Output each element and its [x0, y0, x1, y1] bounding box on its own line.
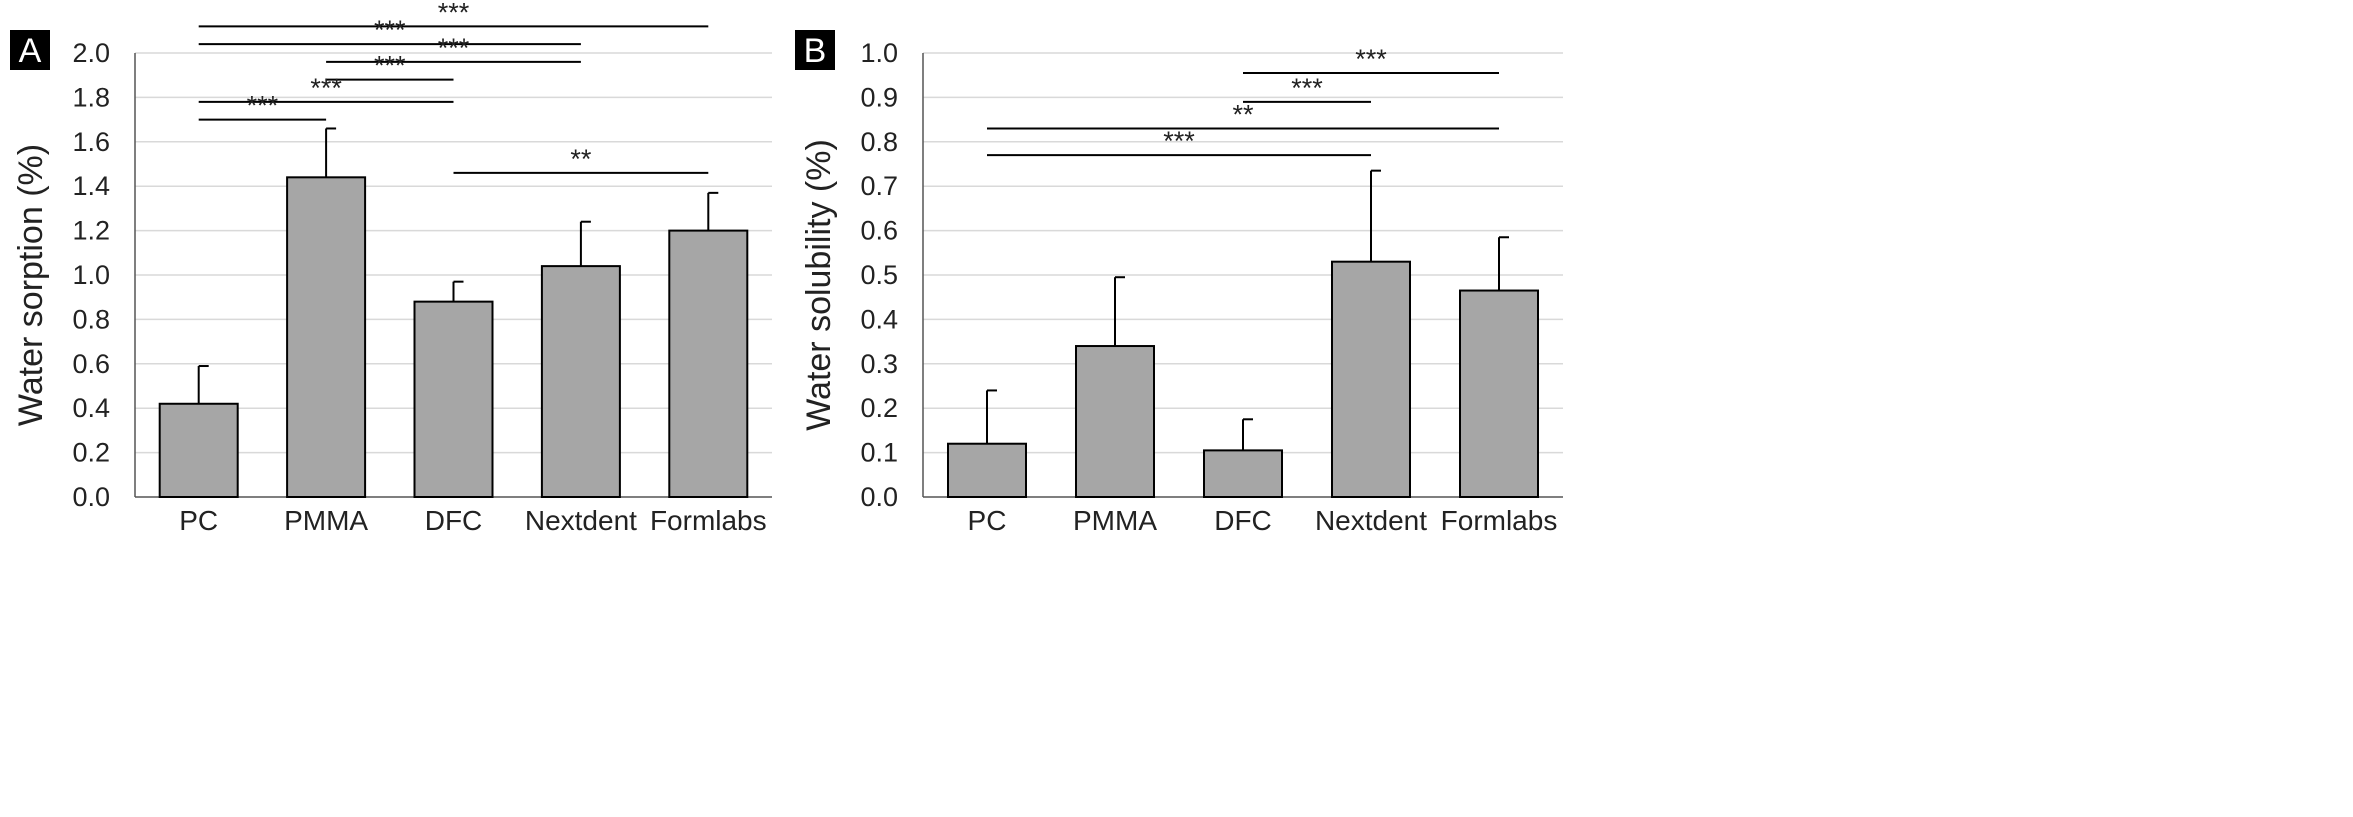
y-tick-label: 0.8 [860, 127, 898, 157]
panel-b: 0.0 0.1 0.2 0.3 0.4 0.5 0.6 0.7 0.8 0.9 1.0 Water s… [795, 30, 1563, 536]
significance-label: *** [1291, 73, 1323, 103]
y-tick-label: 1.0 [72, 260, 110, 290]
y-tick-label: 0.2 [860, 393, 898, 423]
bar-pmma [286, 176, 367, 498]
panel-letter: B [804, 32, 827, 70]
y-tick-label: 0.8 [72, 304, 110, 334]
significance-label: ** [1232, 99, 1254, 129]
bar-formlabs [1459, 289, 1539, 499]
y-axis-label: Water solubility (%) [800, 139, 838, 431]
bar-dfc [1203, 449, 1283, 499]
significance-label: ** [570, 144, 592, 174]
y-tick-label: 0.6 [72, 349, 110, 379]
panel-letter: A [19, 32, 42, 70]
significance-label: *** [374, 15, 406, 45]
category-label: PC [968, 505, 1007, 536]
y-tick-label: 1.4 [72, 171, 110, 201]
significance-label: *** [247, 91, 279, 121]
category-label: PC [179, 505, 218, 536]
y-tick-label: 0.9 [860, 82, 898, 112]
y-tick-label: 2.0 [72, 38, 110, 68]
category-label: Nextdent [1315, 505, 1427, 536]
y-tick-label: 0.0 [860, 482, 898, 512]
category-label: DFC [1214, 505, 1272, 536]
y-tick-label: 1.2 [72, 216, 110, 246]
y-axis-label: Water sorption (%) [12, 144, 50, 426]
y-tick-label: 0.4 [860, 304, 898, 334]
panel-badge [10, 30, 50, 70]
y-tick-label: 0.4 [72, 393, 110, 423]
significance-label: *** [438, 33, 470, 63]
significance-label: *** [1355, 44, 1387, 74]
bar-nextdent [540, 265, 621, 498]
bar-pc [158, 402, 239, 499]
y-tick-label: 0.7 [860, 171, 898, 201]
bar-pmma [1075, 345, 1155, 499]
significance-label: *** [438, 0, 470, 27]
y-tick-label: 1.6 [72, 127, 110, 157]
y-tick-label: 0.6 [860, 216, 898, 246]
y-tick-label: 0.5 [860, 260, 898, 290]
category-label: PMMA [1073, 505, 1157, 536]
bar-formlabs [668, 229, 749, 498]
y-tick-label: 0.3 [860, 349, 898, 379]
panel-a: 0.0 0.2 0.4 0.6 0.8 1.0 1.2 1.4 1.6 1.8 2.0 Water s… [10, 0, 772, 536]
y-tick-label: 1.0 [860, 38, 898, 68]
y-tick-label: 0.1 [860, 438, 898, 468]
significance-label: *** [374, 51, 406, 81]
bar-dfc [413, 300, 494, 499]
y-tick-label: 0.0 [72, 482, 110, 512]
y-tick-label: 1.8 [72, 82, 110, 112]
y-tick-label: 0.2 [72, 438, 110, 468]
category-label: Nextdent [525, 505, 637, 536]
category-label: DFC [425, 505, 483, 536]
significance-label: *** [1163, 126, 1195, 156]
category-label: PMMA [284, 505, 368, 536]
significance-label: *** [310, 73, 342, 103]
bar-pc [947, 442, 1027, 498]
panel-badge [795, 30, 835, 70]
category-label: Formlabs [1441, 505, 1558, 536]
category-label: Formlabs [650, 505, 767, 536]
bar-nextdent [1331, 260, 1411, 498]
